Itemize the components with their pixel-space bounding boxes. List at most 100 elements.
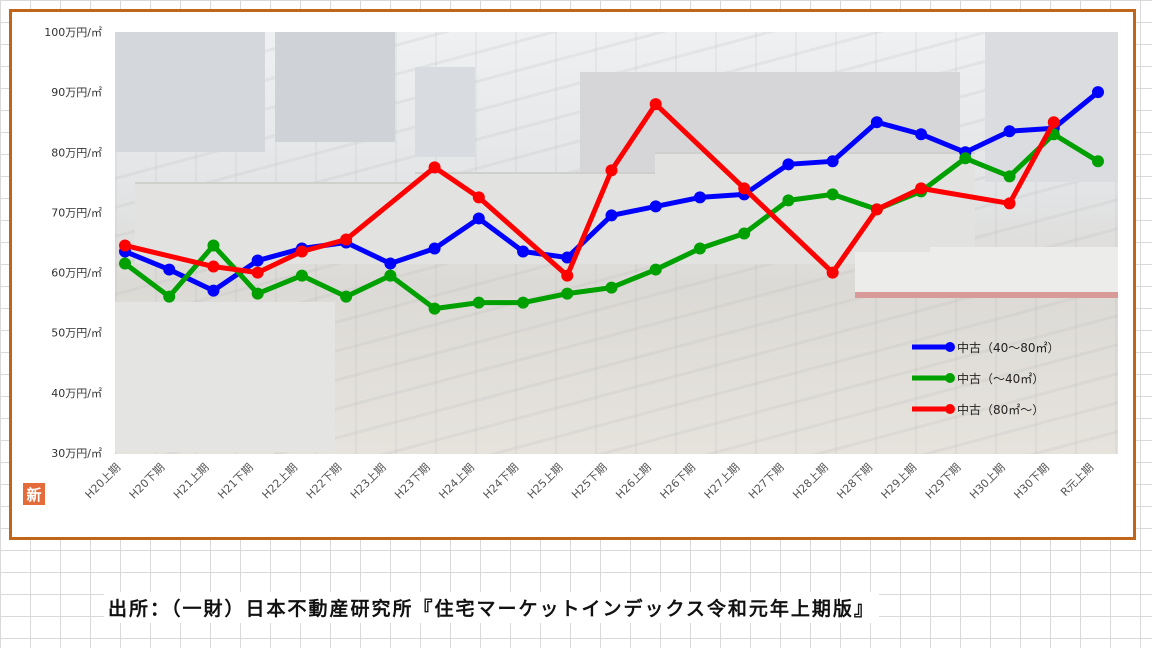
data-point [119, 239, 131, 252]
data-point [163, 263, 176, 276]
data-point [782, 158, 795, 171]
data-point [428, 302, 441, 315]
data-point [1047, 116, 1060, 129]
data-point [738, 227, 751, 240]
data-point [207, 260, 220, 273]
data-point [826, 266, 839, 279]
data-point [605, 281, 618, 294]
legend-label: 中古（80㎡～） [957, 402, 1044, 417]
x-tick-label: H29上期 [879, 461, 920, 502]
data-point [517, 296, 530, 309]
data-point [561, 251, 574, 264]
x-tick-label: H23上期 [348, 461, 389, 502]
data-point [649, 263, 662, 276]
x-tick-label: H25上期 [525, 461, 566, 502]
data-point [428, 161, 441, 174]
legend-label: 中古（40～80㎡） [957, 340, 1060, 355]
data-point [340, 290, 353, 303]
x-tick-label: H21上期 [171, 461, 212, 502]
data-point [826, 188, 839, 201]
series-line [122, 101, 1057, 279]
data-point [870, 116, 883, 129]
legend-label: 中古（～40㎡） [957, 371, 1044, 386]
data-point [782, 194, 795, 207]
x-tick-label: H27上期 [702, 461, 743, 502]
x-tick-label: H24上期 [436, 461, 477, 502]
data-point [1092, 155, 1104, 168]
legend-swatch-marker [945, 404, 955, 414]
new-badge-icon: 新 [23, 483, 45, 505]
x-tick-label: H24下期 [481, 461, 522, 502]
data-point [517, 245, 530, 258]
legend-swatch-marker [945, 342, 955, 352]
data-point [295, 269, 308, 282]
data-point [870, 203, 883, 216]
data-point [251, 266, 264, 279]
x-tick-label: H20上期 [83, 461, 124, 502]
y-tick-label: 100万円/㎡ [44, 26, 102, 39]
data-point [1003, 170, 1016, 183]
x-tick-label: H22上期 [260, 461, 301, 502]
x-tick-label: H25下期 [569, 461, 610, 502]
source-note: 出所：（一財）日本不動産研究所『住宅マーケットインデックス令和元年上期版』 [104, 592, 879, 623]
y-axis-labels: 30万円/㎡ 40万円/㎡ 50万円/㎡ 60万円/㎡ 70万円/㎡ 80万円/㎡ 90万円… [44, 26, 102, 460]
x-tick-label: H20下期 [127, 461, 168, 502]
x-tick-label: R元上期 [1058, 461, 1096, 499]
data-point [561, 287, 574, 300]
data-point [119, 257, 131, 270]
y-tick-label: 90万円/㎡ [51, 86, 102, 99]
data-point [472, 191, 485, 204]
x-tick-label: H29下期 [923, 461, 964, 502]
x-tick-label: H30下期 [1011, 461, 1052, 502]
legend: 中古（40～80㎡） 中古（～40㎡） 中古（80㎡～） [912, 340, 1060, 417]
x-tick-label: H21下期 [215, 461, 256, 502]
y-tick-label: 60万円/㎡ [51, 267, 102, 280]
x-tick-label: H26下期 [658, 461, 699, 502]
y-tick-label: 40万円/㎡ [51, 387, 102, 400]
x-tick-label: H26上期 [613, 461, 654, 502]
data-point [295, 245, 308, 258]
x-tick-label: H28下期 [834, 461, 875, 502]
data-point [1092, 86, 1104, 99]
data-point [693, 242, 706, 255]
data-point [207, 239, 220, 252]
data-point [428, 242, 441, 255]
x-axis-labels: H20上期 H20下期 H21上期 H21下期 H22上期 H22下期 H23上期 H23下期… [83, 461, 1097, 502]
x-tick-label: H23下期 [392, 461, 433, 502]
data-point [163, 290, 176, 303]
data-point [959, 152, 972, 165]
x-tick-label: H27下期 [746, 461, 787, 502]
series-0 [119, 86, 1104, 297]
data-point [561, 269, 574, 282]
data-point [384, 257, 397, 270]
legend-swatch-marker [945, 373, 955, 383]
data-point [915, 128, 928, 141]
x-tick-label: H22下期 [304, 461, 345, 502]
x-tick-label: H28上期 [790, 461, 831, 502]
data-point [1003, 197, 1016, 210]
data-point [251, 254, 264, 267]
series-1 [119, 128, 1104, 315]
data-point [605, 164, 618, 177]
data-point [340, 233, 353, 246]
y-tick-label: 70万円/㎡ [51, 206, 102, 219]
data-point [915, 182, 928, 195]
data-point [472, 212, 485, 225]
data-point [605, 209, 618, 222]
series-2 [119, 98, 1060, 282]
data-point [649, 98, 662, 111]
data-point [251, 287, 264, 300]
data-point [472, 296, 485, 309]
data-point [649, 200, 662, 213]
data-point [826, 155, 839, 168]
data-point [738, 182, 751, 195]
x-tick-label: H30上期 [967, 461, 1008, 502]
background-photo [115, 32, 1118, 454]
y-tick-label: 30万円/㎡ [51, 447, 102, 460]
series-layer [119, 86, 1104, 315]
data-point [693, 191, 706, 204]
data-point [1003, 125, 1016, 138]
data-point [384, 269, 397, 282]
y-tick-label: 50万円/㎡ [51, 327, 102, 340]
